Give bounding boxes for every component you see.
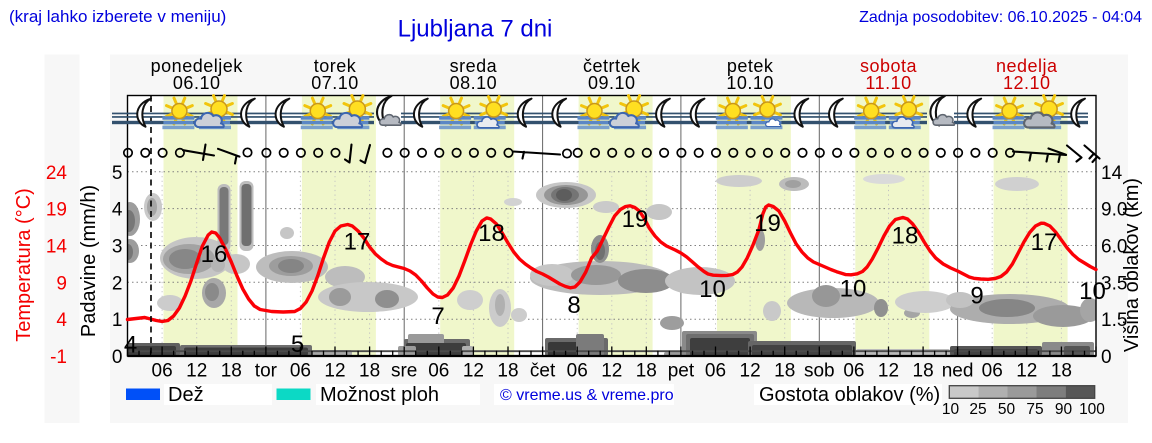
svg-text:18: 18 (913, 361, 934, 382)
svg-text:75: 75 (1026, 401, 1043, 418)
svg-text:1: 1 (112, 310, 123, 331)
svg-text:Temperatura (°C): Temperatura (°C) (13, 188, 35, 342)
svg-text:10: 10 (699, 276, 726, 303)
svg-text:Gostota oblakov (%): Gostota oblakov (%) (759, 384, 940, 406)
svg-text:18: 18 (892, 223, 919, 250)
svg-text:Ljubljana 7 dni: Ljubljana 7 dni (398, 16, 553, 43)
svg-text:06: 06 (428, 361, 449, 382)
svg-text:06.10: 06.10 (173, 73, 221, 93)
svg-text:90: 90 (1055, 401, 1073, 418)
svg-text:06: 06 (982, 361, 1003, 382)
svg-text:(kraj lahko izberete v meniju): (kraj lahko izberete v meniju) (9, 7, 226, 26)
svg-text:09.10: 09.10 (588, 73, 636, 93)
svg-text:sreda: sreda (450, 56, 498, 76)
svg-text:12: 12 (740, 361, 761, 382)
svg-text:14: 14 (1101, 163, 1123, 184)
svg-text:petek: petek (727, 56, 774, 76)
svg-text:Padavine (mm/h): Padavine (mm/h) (78, 185, 100, 337)
svg-text:11.10: 11.10 (865, 73, 911, 93)
svg-text:06: 06 (567, 361, 588, 382)
svg-text:17: 17 (1031, 229, 1058, 256)
svg-text:12: 12 (324, 361, 345, 382)
svg-text:18: 18 (221, 361, 242, 382)
svg-text:čet: čet (530, 361, 556, 382)
svg-text:12: 12 (601, 361, 622, 382)
svg-text:18: 18 (359, 361, 380, 382)
svg-text:9: 9 (56, 273, 67, 294)
svg-text:4: 4 (56, 310, 67, 331)
svg-text:0: 0 (112, 347, 123, 368)
svg-text:ned: ned (942, 361, 974, 382)
svg-text:8: 8 (567, 292, 580, 319)
svg-text:10: 10 (942, 401, 960, 418)
svg-text:25: 25 (969, 401, 986, 418)
svg-text:18: 18 (636, 361, 657, 382)
svg-text:18: 18 (478, 220, 505, 247)
svg-text:4: 4 (112, 200, 123, 221)
svg-text:18: 18 (497, 361, 518, 382)
svg-text:07.10: 07.10 (311, 73, 359, 93)
svg-text:9: 9 (970, 283, 983, 310)
svg-text:Možnost ploh: Možnost ploh (320, 384, 439, 406)
svg-text:torek: torek (314, 56, 357, 76)
svg-text:18: 18 (774, 361, 795, 382)
svg-text:ponedeljek: ponedeljek (151, 56, 244, 76)
svg-text:Zadnja posodobitev: 06.10.2025: Zadnja posodobitev: 06.10.2025 - 04:04 (859, 9, 1142, 26)
svg-text:06: 06 (152, 361, 173, 382)
svg-text:06: 06 (705, 361, 726, 382)
svg-text:pet: pet (668, 361, 695, 382)
svg-text:12: 12 (186, 361, 207, 382)
svg-text:12: 12 (463, 361, 484, 382)
svg-text:četrtek: četrtek (583, 56, 641, 76)
svg-text:9.0: 9.0 (1101, 200, 1127, 221)
svg-text:5: 5 (112, 163, 123, 184)
svg-text:16: 16 (201, 241, 228, 268)
svg-text:© vreme.us & vreme.pro: © vreme.us & vreme.pro (500, 387, 674, 404)
svg-text:1.5: 1.5 (1101, 310, 1127, 331)
svg-text:12: 12 (878, 361, 899, 382)
svg-text:50: 50 (998, 401, 1016, 418)
svg-text:sre: sre (391, 361, 417, 382)
svg-text:5: 5 (291, 331, 304, 358)
svg-text:06: 06 (843, 361, 864, 382)
svg-text:24: 24 (46, 163, 68, 184)
svg-text:6.0: 6.0 (1101, 237, 1127, 258)
svg-text:2: 2 (112, 273, 123, 294)
svg-text:4: 4 (124, 332, 137, 359)
svg-text:08.10: 08.10 (450, 73, 498, 93)
svg-text:12.10: 12.10 (1003, 73, 1051, 93)
svg-text:100: 100 (1079, 401, 1105, 418)
svg-text:18: 18 (1051, 361, 1072, 382)
svg-text:7: 7 (431, 303, 444, 330)
svg-text:12: 12 (1016, 361, 1037, 382)
svg-text:-1: -1 (50, 347, 67, 368)
svg-text:14: 14 (46, 237, 68, 258)
svg-text:3: 3 (112, 237, 123, 258)
svg-text:19: 19 (622, 206, 649, 233)
svg-text:sob: sob (804, 361, 835, 382)
svg-text:0: 0 (1101, 347, 1112, 368)
svg-text:tor: tor (255, 361, 278, 382)
svg-text:sobota: sobota (860, 56, 918, 76)
svg-text:Višina oblakov (km): Višina oblakov (km) (1121, 178, 1143, 352)
svg-text:06: 06 (290, 361, 311, 382)
svg-text:10.10: 10.10 (726, 73, 774, 93)
svg-text:3.5: 3.5 (1101, 273, 1127, 294)
svg-text:19: 19 (754, 210, 781, 237)
svg-text:nedelja: nedelja (996, 56, 1058, 76)
svg-text:10: 10 (840, 276, 867, 303)
svg-text:19: 19 (46, 200, 67, 221)
svg-text:17: 17 (344, 229, 371, 256)
svg-text:Dež: Dež (168, 384, 204, 406)
svg-text:10: 10 (1079, 278, 1106, 305)
